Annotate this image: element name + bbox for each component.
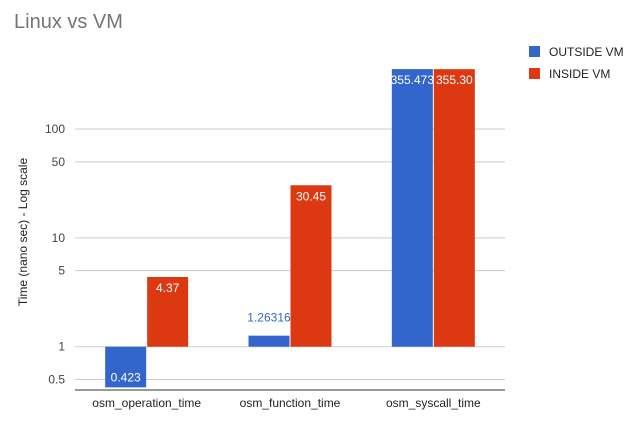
y-tick-label: 50 bbox=[52, 155, 66, 169]
bar bbox=[248, 335, 290, 347]
y-tick-label: 100 bbox=[45, 122, 65, 136]
bar bbox=[290, 185, 332, 347]
legend-swatch bbox=[529, 68, 540, 79]
y-axis-label: Time (nano sec) - Log scale bbox=[16, 158, 30, 307]
legend-label: INSIDE VM bbox=[549, 67, 610, 81]
data-label: 1.26316 bbox=[247, 311, 291, 325]
data-label: 355.473 bbox=[391, 73, 435, 87]
x-category-label: osm_operation_time bbox=[92, 396, 201, 410]
legend-label: OUTSIDE VM bbox=[549, 45, 624, 59]
legend: OUTSIDE VM INSIDE VM bbox=[529, 45, 624, 81]
data-label: 0.423 bbox=[111, 370, 141, 384]
data-label: 355.30 bbox=[436, 73, 473, 87]
y-tick-label: 0.5 bbox=[48, 372, 65, 386]
chart-title: Linux vs VM bbox=[14, 11, 123, 33]
bar bbox=[105, 346, 147, 388]
data-label: 30.45 bbox=[296, 189, 326, 203]
data-labels: 0.423 4.37 1.26316 30.45 355.473 355.30 bbox=[111, 73, 473, 384]
bars bbox=[105, 69, 475, 388]
x-categories: osm_operation_time osm_function_time osm_s… bbox=[92, 396, 481, 410]
y-ticks: 0.5 1 5 10 50 100 bbox=[45, 122, 65, 386]
gridlines bbox=[75, 128, 505, 391]
legend-swatch bbox=[529, 46, 540, 57]
y-tick-label: 1 bbox=[58, 340, 65, 354]
y-tick-label: 5 bbox=[58, 264, 65, 278]
data-label: 4.37 bbox=[156, 281, 180, 295]
x-category-label: osm_syscall_time bbox=[386, 396, 481, 410]
bar bbox=[391, 69, 433, 347]
bar bbox=[433, 69, 475, 347]
y-tick-label: 10 bbox=[52, 231, 66, 245]
bar bbox=[147, 277, 189, 347]
x-category-label: osm_function_time bbox=[240, 396, 341, 410]
